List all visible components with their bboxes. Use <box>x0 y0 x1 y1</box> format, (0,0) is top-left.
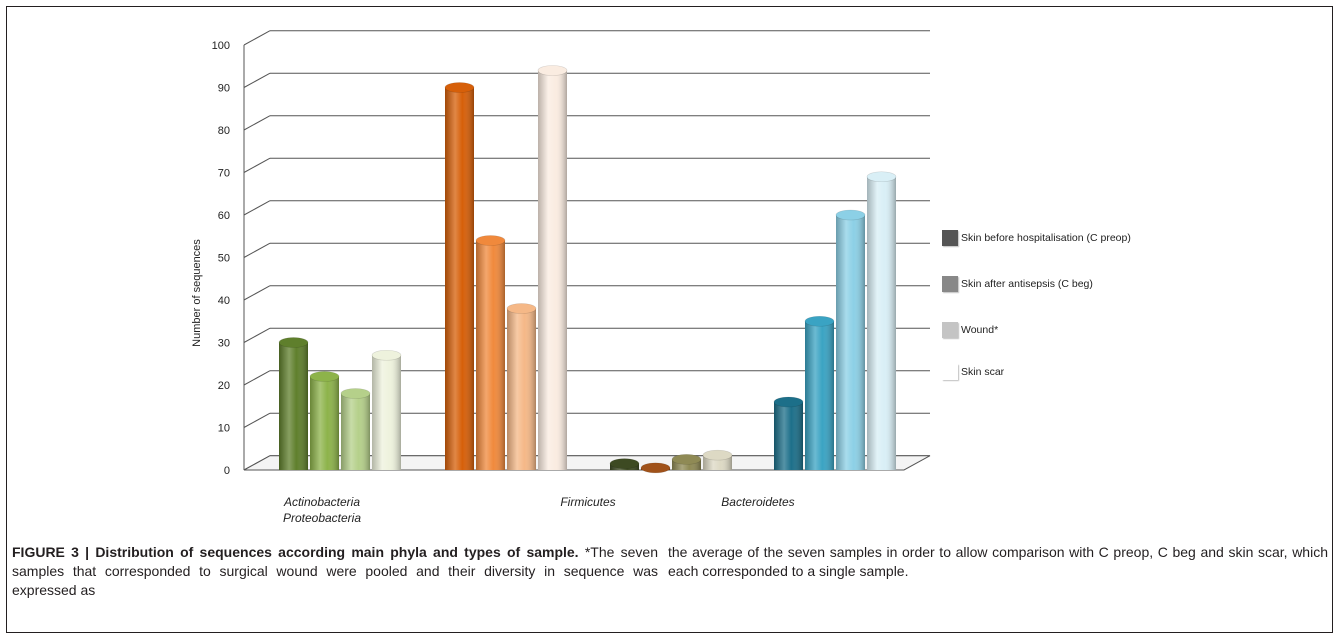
y-tick-label: 60 <box>218 210 230 222</box>
y-tick-label: 10 <box>218 423 230 435</box>
bar-top <box>773 396 804 408</box>
gridline-side <box>243 327 271 343</box>
bar <box>537 65 568 470</box>
gridline-side <box>243 157 271 173</box>
y-tick-label: 50 <box>218 253 230 265</box>
legend-item-c-beg: Skin after antisepsis (C beg) <box>942 276 1242 296</box>
bar-shading <box>445 87 474 470</box>
bar <box>671 454 702 470</box>
bar-top <box>506 303 537 314</box>
y-tick-label: 30 <box>218 338 230 350</box>
figure-caption-left: FIGURE 3 | Distribution of sequences acc… <box>12 543 658 600</box>
legend-swatch <box>942 276 958 292</box>
bar <box>278 337 309 470</box>
y-axis-label: Number of sequences <box>191 239 203 347</box>
grid-layer <box>243 30 931 471</box>
gridline-side <box>243 115 271 131</box>
bar-shading <box>507 308 536 470</box>
bar-chart: 0 10 20 30 40 50 60 70 80 90 100 Number of sequence… <box>191 30 931 525</box>
category-label: Actinobacteria <box>283 495 360 509</box>
bar-top <box>671 454 702 465</box>
bar-top <box>340 388 371 399</box>
caption-text-left: *The seven samples that corresponded to … <box>12 544 658 598</box>
gridline-side <box>243 370 271 386</box>
labels-layer: 0 10 20 30 40 50 60 70 80 90 100 Number of sequence… <box>191 40 795 525</box>
bar <box>835 209 866 470</box>
bar-top <box>537 65 568 76</box>
figure-caption-right: the average of the seven samples in orde… <box>668 543 1328 581</box>
bar <box>866 171 897 470</box>
category-label: Proteobacteria <box>283 511 361 525</box>
legend-label: Skin after antisepsis (C beg) <box>961 278 1093 290</box>
legend-item-c-preop: Skin before hospitalisation (C preop) <box>942 230 1242 250</box>
bar-top <box>835 209 866 221</box>
bar <box>640 462 671 474</box>
y-tick-label: 100 <box>212 40 230 52</box>
gridline-side <box>243 200 271 216</box>
bar-shading <box>310 376 339 470</box>
legend-item-skin-scar: Skin scar <box>942 364 1242 384</box>
bar-top <box>444 82 475 93</box>
bar <box>609 458 640 470</box>
bar-top <box>640 462 671 474</box>
bar-shading <box>672 459 701 470</box>
bar <box>444 82 475 470</box>
y-tick-label: 90 <box>218 83 230 95</box>
y-tick-label: 0 <box>224 465 230 477</box>
bar-top <box>702 449 733 461</box>
bar-top <box>475 235 506 246</box>
bar-shading <box>774 402 803 470</box>
gridline-side <box>243 72 271 88</box>
bar <box>804 315 835 470</box>
gridline-side <box>243 412 271 428</box>
bar <box>475 235 506 470</box>
bar-shading <box>538 70 567 470</box>
gridline-side <box>243 285 271 301</box>
category-label: Bacteroidetes <box>721 495 794 509</box>
gridline-side <box>243 30 271 46</box>
y-tick-label: 20 <box>218 380 230 392</box>
bar-shading <box>279 342 308 470</box>
bar-top <box>804 315 835 327</box>
bar-shading <box>867 176 896 470</box>
bar <box>371 349 402 470</box>
bar-top <box>866 171 897 183</box>
bars-layer <box>278 65 897 474</box>
legend-label: Skin before hospitalisation (C preop) <box>961 232 1131 244</box>
bar <box>773 396 804 470</box>
category-label: Firmicutes <box>560 495 615 509</box>
bar-shading <box>805 321 834 470</box>
legend-label: Wound* <box>961 324 999 336</box>
legend-swatch <box>942 364 958 380</box>
legend-swatch <box>942 322 958 338</box>
figure-frame <box>6 6 1333 633</box>
bar-top <box>309 371 340 382</box>
bar-top <box>371 349 402 361</box>
y-tick-label: 40 <box>218 295 230 307</box>
legend-swatch <box>942 230 958 246</box>
figure-label: FIGURE 3 | Distribution of sequences acc… <box>12 544 579 560</box>
bar-top <box>609 458 640 469</box>
bar <box>506 303 537 470</box>
bar <box>340 388 371 470</box>
bar <box>702 449 733 470</box>
y-tick-label: 70 <box>218 168 230 180</box>
caption-text-right: the average of the seven samples in orde… <box>668 544 1328 579</box>
bar <box>309 371 340 470</box>
gridline-side <box>243 242 271 258</box>
bar-shading <box>836 215 865 470</box>
y-tick-label: 80 <box>218 125 230 137</box>
bar-top <box>278 337 309 348</box>
bar-shading <box>476 240 505 470</box>
legend-label: Skin scar <box>961 366 1005 378</box>
legend-item-wound: Wound* <box>942 322 1242 342</box>
bar-shading <box>341 393 370 470</box>
bar-shading <box>372 355 401 470</box>
